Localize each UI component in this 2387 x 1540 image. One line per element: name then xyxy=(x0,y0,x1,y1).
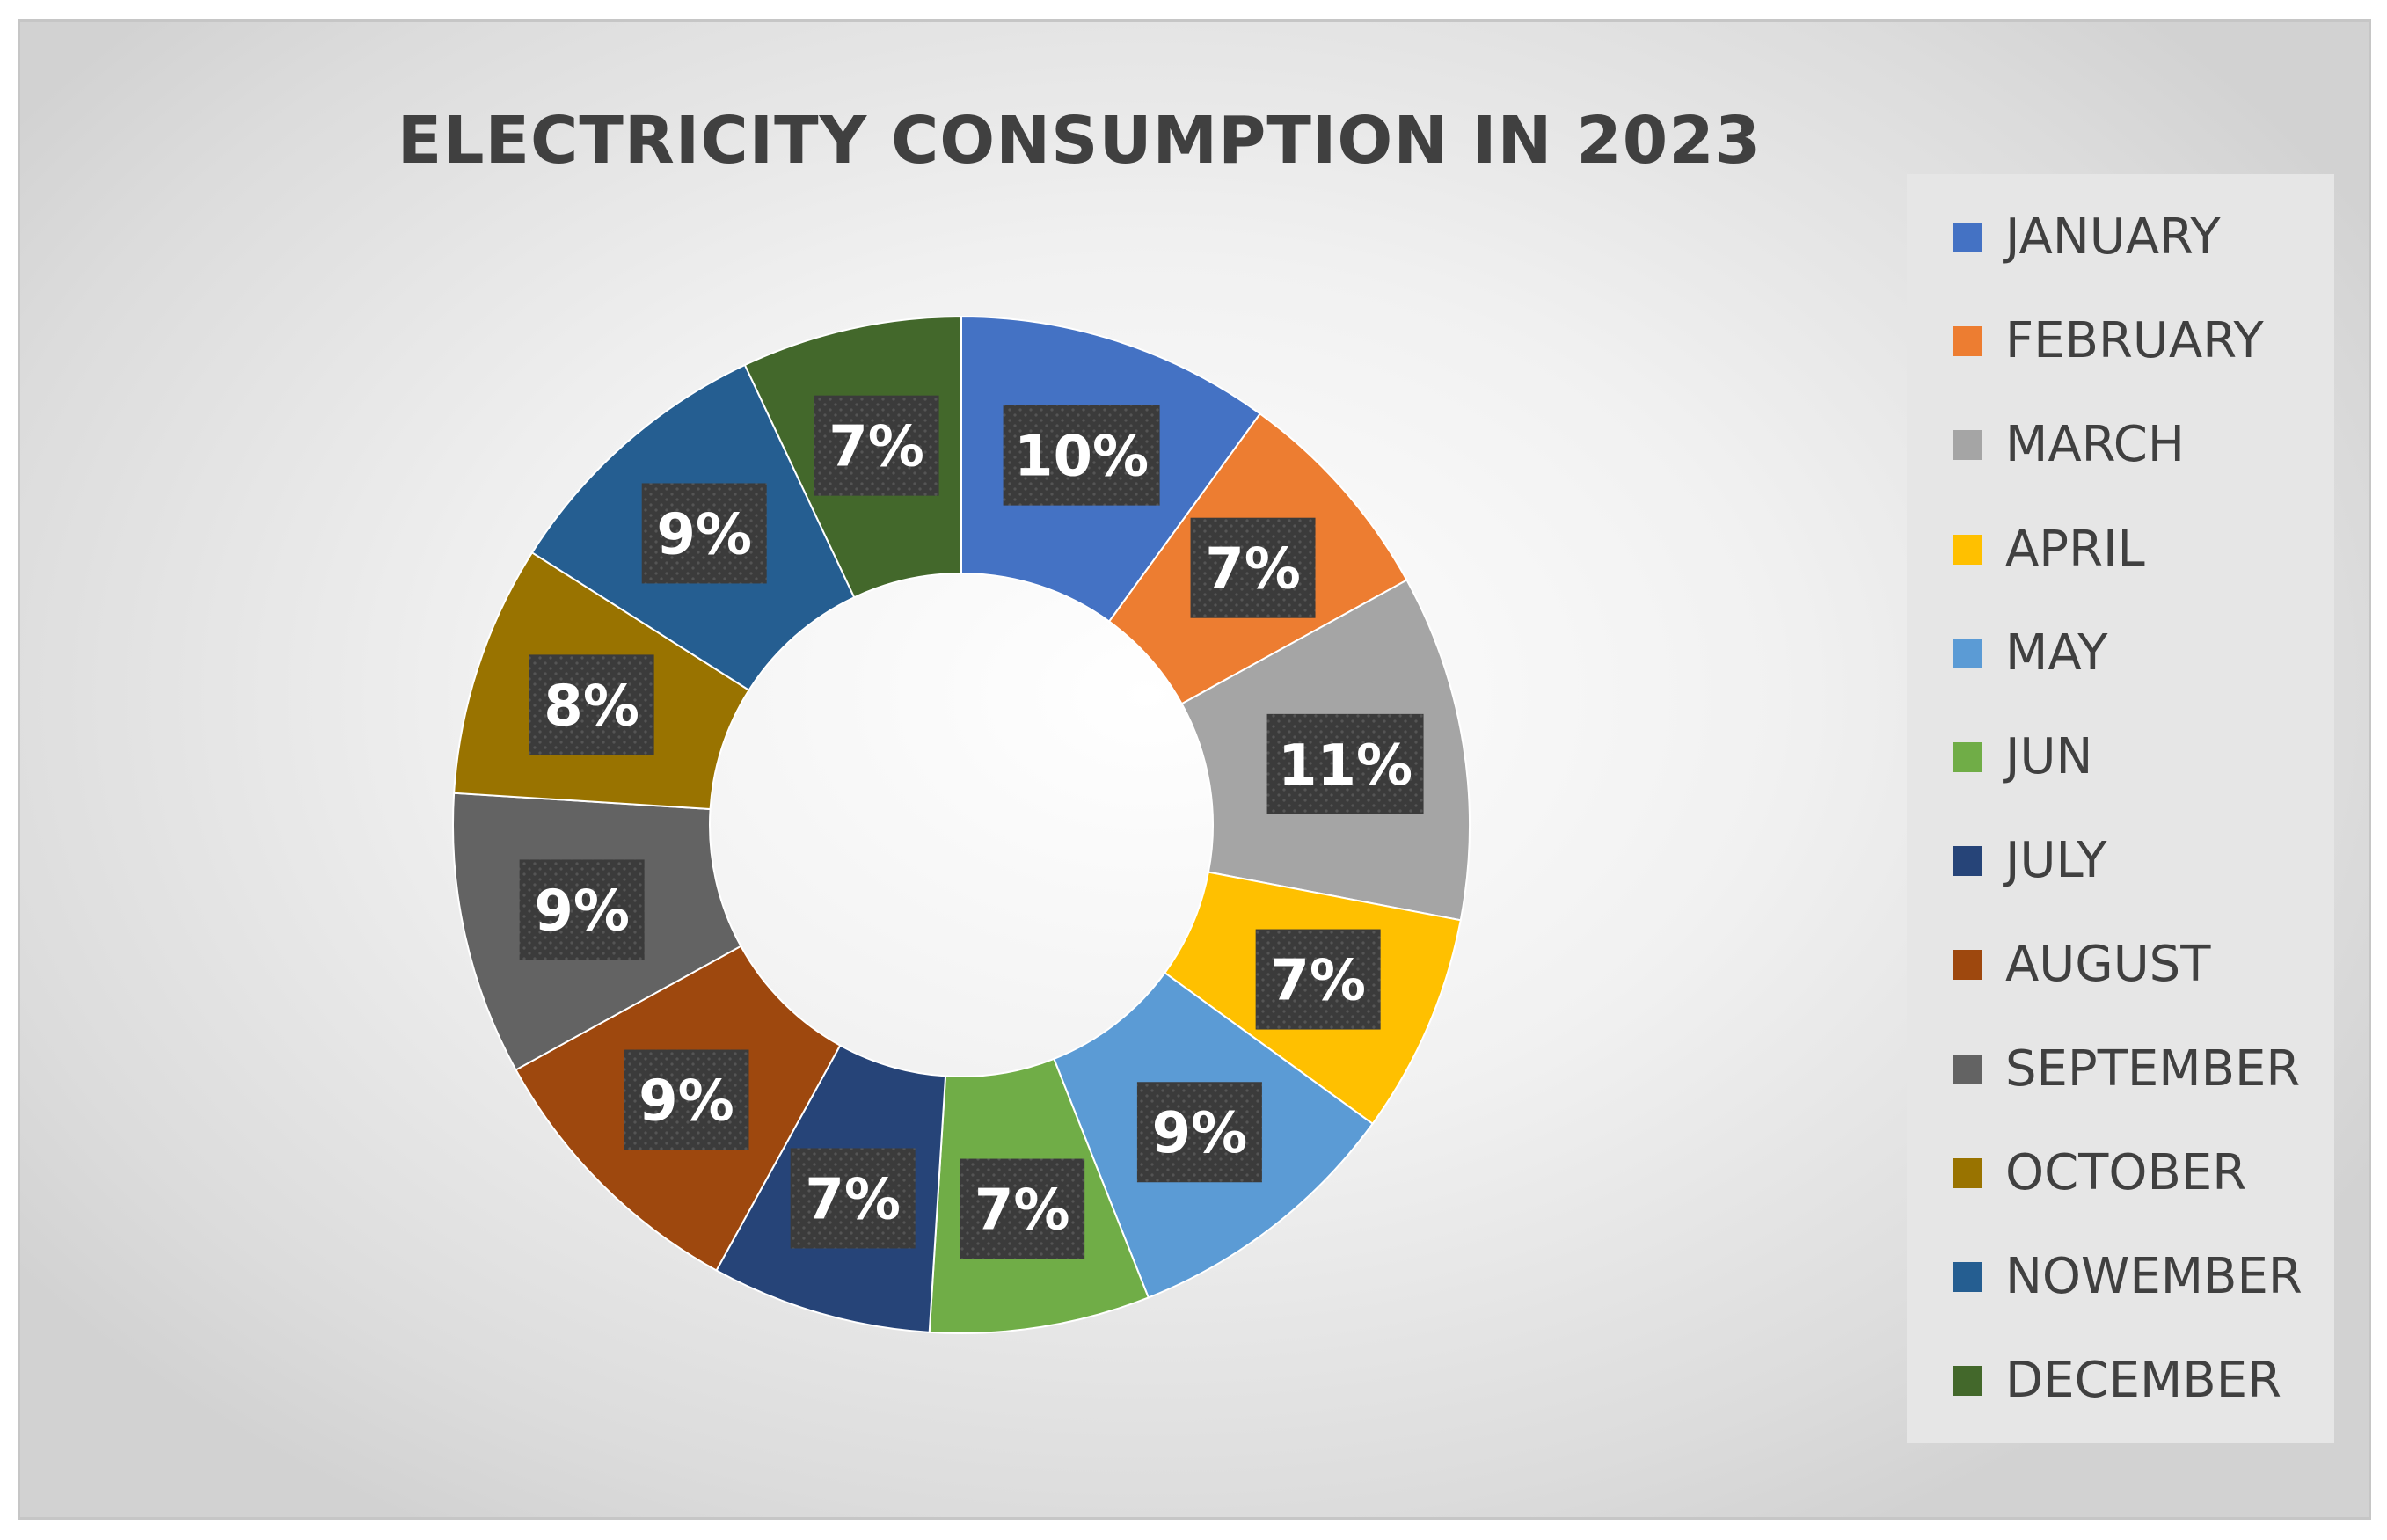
legend-item-december[interactable]: DECEMBER xyxy=(1907,1344,2334,1414)
data-label-january: 10% xyxy=(1003,405,1160,506)
data-label-text: 8% xyxy=(544,674,639,739)
legend-swatch xyxy=(1953,430,1982,461)
data-label-nowember: 9% xyxy=(641,483,767,584)
data-label-text: 10% xyxy=(1014,425,1149,490)
data-label-jun: 7% xyxy=(960,1158,1085,1259)
donut-chart: 10% 7% 11% 7% 9% 7% 7% 9% 9% 8% 9% 7% xyxy=(452,315,1471,1334)
legend-swatch xyxy=(1953,223,1982,252)
data-label-may: 9% xyxy=(1136,1082,1262,1183)
legend-label: MARCH xyxy=(2005,416,2185,474)
data-label-text: 7% xyxy=(829,415,924,480)
data-label-text: 7% xyxy=(1270,949,1366,1014)
data-label-box xyxy=(641,483,767,584)
legend-item-april[interactable]: APRIL xyxy=(1907,513,2334,583)
legend-swatch xyxy=(1953,1366,1982,1397)
legend-swatch xyxy=(1953,638,1982,668)
legend-swatch xyxy=(1953,742,1982,772)
data-label-october: 8% xyxy=(529,654,654,755)
data-label-text: 7% xyxy=(805,1167,901,1232)
legend-item-july[interactable]: JULY xyxy=(1907,824,2334,894)
chart-title-text: ELECTRICITY CONSUMPTION IN 2023 xyxy=(397,103,1762,179)
legend-swatch xyxy=(1953,950,1982,981)
legend-swatch xyxy=(1953,326,1982,357)
legend-item-jun[interactable]: JUN xyxy=(1907,720,2334,791)
data-label-box xyxy=(1190,517,1316,618)
data-label-box xyxy=(1266,713,1424,814)
legend-item-january[interactable]: JANUARY xyxy=(1907,201,2334,271)
data-label-february: 7% xyxy=(1190,517,1316,618)
data-label-text: 9% xyxy=(639,1069,734,1135)
legend-item-august[interactable]: AUGUST xyxy=(1907,928,2334,998)
data-label-box xyxy=(960,1158,1085,1259)
data-label-text: 11% xyxy=(1278,734,1412,799)
chart-area: ELECTRICITY CONSUMPTION IN 2023 10% 7% 11%… xyxy=(18,19,2371,1520)
legend-label: AUGUST xyxy=(2005,936,2211,994)
data-label-box xyxy=(529,654,654,755)
legend-label: SEPTEMBER xyxy=(2005,1040,2301,1098)
data-label-december: 7% xyxy=(814,395,939,496)
data-label-text: 9% xyxy=(534,879,630,944)
data-label-april: 7% xyxy=(1255,929,1381,1030)
legend-item-march[interactable]: MARCH xyxy=(1907,408,2334,478)
legend-label: JANUARY xyxy=(2005,208,2221,266)
data-label-box xyxy=(519,859,645,960)
legend-item-february[interactable]: FEBRUARY xyxy=(1907,304,2334,375)
legend-item-october[interactable]: OCTOBER xyxy=(1907,1136,2334,1207)
legend-label: NOWEMBER xyxy=(2005,1248,2303,1305)
data-label-box xyxy=(1255,929,1381,1030)
data-label-text: 7% xyxy=(1205,537,1301,602)
legend-label: MAY xyxy=(2005,624,2108,682)
data-label-august: 9% xyxy=(624,1049,749,1150)
data-label-text: 7% xyxy=(975,1179,1070,1244)
data-label-text: 9% xyxy=(656,502,752,567)
legend-label: DECEMBER xyxy=(2005,1352,2282,1410)
legend-swatch xyxy=(1953,1054,1982,1084)
data-label-september: 9% xyxy=(519,859,645,960)
legend-swatch xyxy=(1953,846,1982,877)
legend: JANUARY FEBRUARY MARCH APRIL MAY JUN JULY AUGUS… xyxy=(1907,174,2334,1443)
legend-swatch xyxy=(1953,1262,1982,1292)
data-label-box xyxy=(790,1148,916,1249)
legend-label: JULY xyxy=(2005,832,2107,890)
legend-swatch xyxy=(1953,1157,1982,1188)
data-label-text: 9% xyxy=(1152,1101,1248,1166)
data-label-box xyxy=(624,1049,749,1150)
legend-label: APRIL xyxy=(2005,520,2145,578)
data-label-march: 11% xyxy=(1266,713,1424,814)
data-label-box xyxy=(1136,1082,1262,1183)
legend-swatch xyxy=(1953,534,1982,565)
data-label-box xyxy=(1003,405,1160,506)
legend-item-september[interactable]: SEPTEMBER xyxy=(1907,1033,2334,1103)
data-label-july: 7% xyxy=(790,1148,916,1249)
legend-item-nowember[interactable]: NOWEMBER xyxy=(1907,1240,2334,1310)
data-label-box xyxy=(814,395,939,496)
legend-label: JUN xyxy=(2005,728,2093,785)
legend-label: OCTOBER xyxy=(2005,1143,2247,1201)
legend-label: FEBRUARY xyxy=(2005,312,2264,370)
data-labels: 10% 7% 11% 7% 9% 7% 7% 9% 9% 8% 9% 7% xyxy=(519,395,1424,1259)
chart-title: ELECTRICITY CONSUMPTION IN 2023 xyxy=(20,103,2374,179)
legend-item-may[interactable]: MAY xyxy=(1907,617,2334,687)
